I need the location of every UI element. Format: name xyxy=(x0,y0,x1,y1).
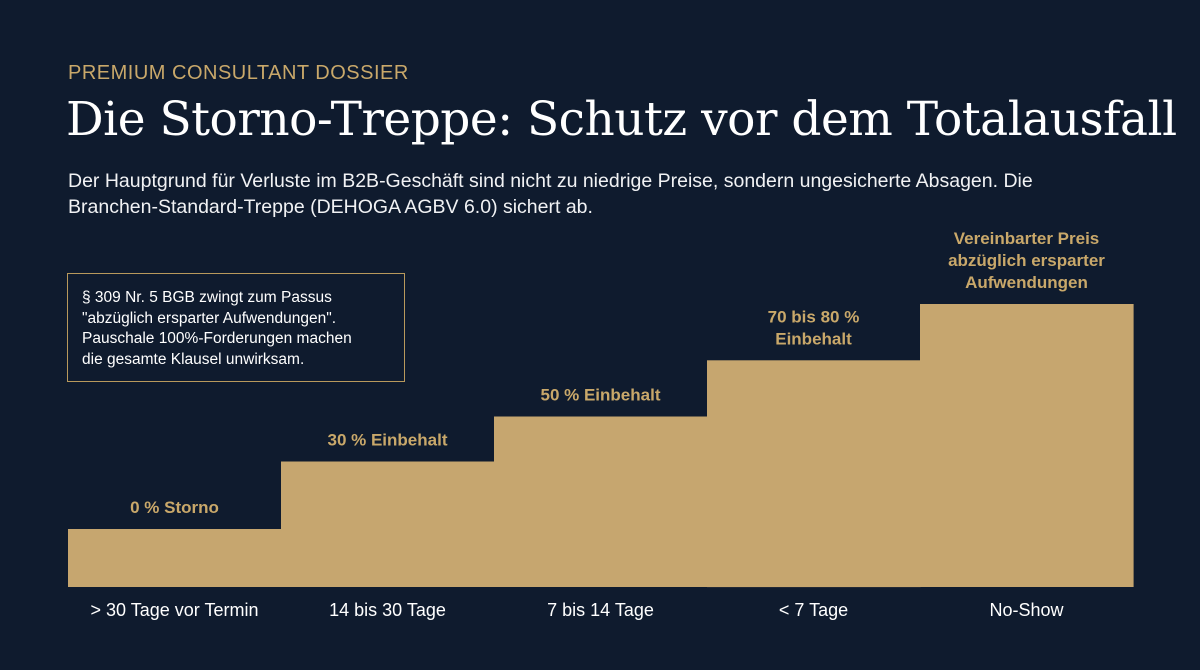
category-label-1: > 30 Tage vor Termin xyxy=(91,600,259,620)
data-label-4-line-2: Einbehalt xyxy=(775,329,852,348)
bar-step-5 xyxy=(920,304,1134,587)
bar-step-3 xyxy=(494,416,708,587)
data-label-3: 50 % Einbehalt xyxy=(541,386,661,405)
data-label-4: 70 bis 80 % Einbehalt xyxy=(768,307,860,348)
category-label-5: No-Show xyxy=(989,600,1064,620)
legal-note-line-4: die gesamte Klausel unwirksam. xyxy=(82,350,305,368)
data-label-5-line-1: Vereinbarter Preis xyxy=(954,229,1100,248)
eyebrow-label: PREMIUM CONSULTANT DOSSIER xyxy=(68,62,409,84)
legal-note-box: § 309 Nr. 5 BGB zwingt zum Passus "abzüg… xyxy=(67,273,405,382)
data-label-1: 0 % Storno xyxy=(130,498,219,517)
page-title: Die Storno-Treppe: Schutz vor dem Totala… xyxy=(66,92,1177,147)
category-label-2: 14 bis 30 Tage xyxy=(329,600,446,620)
data-label-3-line-1: 50 % Einbehalt xyxy=(541,386,661,405)
data-label-1-line-1: 0 % Storno xyxy=(130,498,219,517)
legal-note-line-1: § 309 Nr. 5 BGB zwingt zum Passus xyxy=(82,289,332,306)
bar-step-4 xyxy=(707,360,921,588)
bar-step-1 xyxy=(68,529,282,587)
data-label-5: Vereinbarter Preis abzüglich ersparter Auf… xyxy=(948,229,1105,292)
bar-step-2 xyxy=(281,461,495,587)
data-label-4-line-1: 70 bis 80 % xyxy=(768,307,860,326)
legal-note-line-2: "abzüglich ersparter Aufwendungen". xyxy=(82,309,337,327)
legal-note-line-3: Pauschale 100%-Forderungen machen xyxy=(82,330,352,347)
data-label-2-line-1: 30 % Einbehalt xyxy=(328,431,448,450)
data-label-2: 30 % Einbehalt xyxy=(328,431,448,450)
page-subtitle: Der Hauptgrund für Verluste im B2B-Gesch… xyxy=(68,170,1033,218)
data-label-5-line-3: Aufwendungen xyxy=(965,273,1088,292)
data-label-5-line-2: abzüglich ersparter xyxy=(948,251,1105,270)
category-label-3: 7 bis 14 Tage xyxy=(547,600,654,620)
category-label-4: < 7 Tage xyxy=(779,600,848,620)
